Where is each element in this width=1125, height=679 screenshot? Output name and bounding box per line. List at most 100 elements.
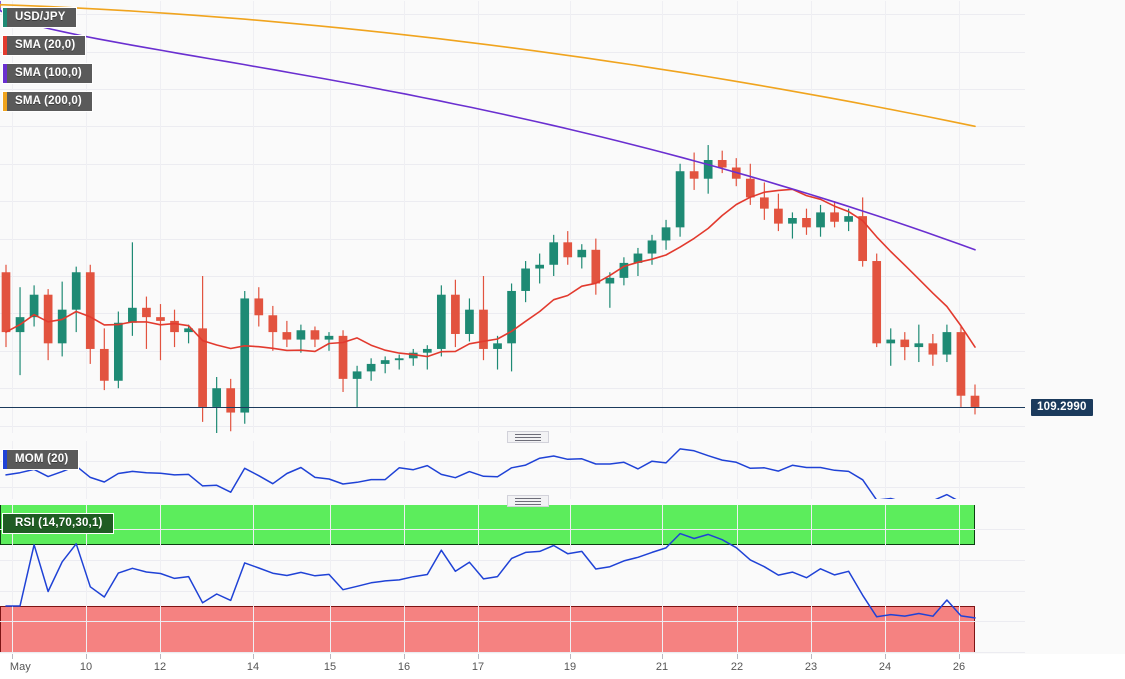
date-axis-tick bbox=[330, 654, 331, 659]
gridline-vertical bbox=[86, 441, 87, 499]
date-axis: May 10 12 14 15 16 17 19 21 22 23 24 26 bbox=[0, 654, 1125, 679]
date-axis-label: 16 bbox=[397, 661, 411, 673]
gridline-vertical bbox=[478, 1, 479, 433]
gridline-vertical bbox=[959, 441, 960, 499]
date-axis-tick bbox=[253, 654, 254, 659]
mom-rsi-resize-handle[interactable] bbox=[507, 495, 549, 507]
gridline-vertical bbox=[12, 1, 13, 433]
gridline bbox=[0, 126, 1025, 128]
gridline-vertical bbox=[253, 441, 254, 499]
gridline bbox=[0, 88, 1025, 90]
gridline bbox=[0, 238, 1025, 240]
gridline-vertical bbox=[160, 505, 161, 653]
date-axis-label: 12 bbox=[153, 661, 167, 673]
rsi-plot-area[interactable] bbox=[0, 505, 1025, 653]
gridline-vertical bbox=[811, 1, 812, 433]
gridline-vertical bbox=[86, 505, 87, 653]
current-price-line bbox=[0, 407, 1025, 409]
candlestick-series bbox=[0, 1, 980, 433]
legend-label-mom: MOM (20) bbox=[7, 450, 79, 469]
date-axis-tick bbox=[959, 654, 960, 659]
date-axis-tick bbox=[12, 654, 13, 659]
gridline-vertical bbox=[885, 441, 886, 499]
gridline-vertical bbox=[160, 1, 161, 433]
gridline bbox=[0, 590, 1025, 592]
date-axis-tick bbox=[885, 654, 886, 659]
legend-usdjpy[interactable]: USD/JPY bbox=[2, 7, 77, 28]
gridline-vertical bbox=[86, 1, 87, 433]
date-axis-label: May bbox=[9, 661, 31, 673]
legend-label-sma100: SMA (100,0) bbox=[7, 64, 92, 83]
price-plot-area[interactable] bbox=[0, 1, 1025, 433]
date-axis-label: 22 bbox=[730, 661, 744, 673]
gridline bbox=[0, 388, 1025, 390]
gridline-vertical bbox=[662, 441, 663, 499]
date-axis-tick bbox=[404, 654, 405, 659]
legend-color-swatch-mom bbox=[3, 450, 7, 469]
gridline-vertical bbox=[885, 1, 886, 433]
legend-color-swatch-sma20 bbox=[3, 36, 7, 55]
date-axis-tick bbox=[811, 654, 812, 659]
gridline bbox=[0, 163, 1025, 165]
gridline bbox=[0, 425, 1025, 427]
gridline-vertical bbox=[811, 441, 812, 499]
legend-mom[interactable]: MOM (20) bbox=[2, 449, 80, 470]
date-axis-label: 26 bbox=[952, 661, 966, 673]
rsi-oversold-zone bbox=[0, 606, 975, 653]
gridline-vertical bbox=[885, 505, 886, 653]
date-axis-label: 19 bbox=[563, 661, 577, 673]
gridline-vertical bbox=[811, 505, 812, 653]
gridline-vertical bbox=[12, 441, 13, 499]
date-axis-label: 15 bbox=[323, 661, 337, 673]
legend-color-swatch-usdjpy bbox=[3, 8, 7, 27]
legend-label-sma20: SMA (20,0) bbox=[7, 36, 86, 55]
date-axis-tick bbox=[478, 654, 479, 659]
date-axis-label: 24 bbox=[878, 661, 892, 673]
gridline-vertical bbox=[478, 505, 479, 653]
gridline-vertical bbox=[12, 505, 13, 653]
date-axis-label: 21 bbox=[655, 661, 669, 673]
date-axis-label: 23 bbox=[804, 661, 818, 673]
gridline-vertical bbox=[737, 441, 738, 499]
legend-color-swatch-sma200 bbox=[3, 92, 7, 111]
gridline-vertical bbox=[737, 1, 738, 433]
gridline-vertical bbox=[253, 1, 254, 433]
gridline-vertical bbox=[959, 505, 960, 653]
date-axis-tick bbox=[160, 654, 161, 659]
gridline bbox=[0, 621, 1025, 623]
gridline-vertical bbox=[253, 505, 254, 653]
date-axis-label: 17 bbox=[471, 661, 485, 673]
rsi-line-series bbox=[5, 532, 976, 619]
rsi-overbought-zone bbox=[0, 505, 975, 545]
legend-color-swatch-rsi bbox=[3, 514, 7, 533]
legend-sma200[interactable]: SMA (200,0) bbox=[2, 91, 93, 112]
gridline-vertical bbox=[570, 1, 571, 433]
gridline-vertical bbox=[478, 441, 479, 499]
date-axis-tick bbox=[737, 654, 738, 659]
gridline-vertical bbox=[737, 505, 738, 653]
gridline bbox=[0, 460, 1025, 462]
legend-label-usdjpy: USD/JPY bbox=[7, 8, 76, 27]
date-axis-tick bbox=[570, 654, 571, 659]
date-axis-tick bbox=[662, 654, 663, 659]
price-mom-resize-handle[interactable] bbox=[507, 431, 549, 443]
gridline-vertical bbox=[570, 441, 571, 499]
legend-sma100[interactable]: SMA (100,0) bbox=[2, 63, 93, 84]
gridline bbox=[0, 486, 1025, 488]
gridline-vertical bbox=[404, 441, 405, 499]
gridline-vertical bbox=[959, 1, 960, 433]
gridline-vertical bbox=[570, 505, 571, 653]
legend-rsi[interactable]: RSI (14,70,30,1) bbox=[2, 513, 114, 534]
gridline-vertical bbox=[160, 441, 161, 499]
mom-plot-area[interactable] bbox=[0, 441, 1025, 499]
legend-sma20[interactable]: SMA (20,0) bbox=[2, 35, 87, 56]
gridline bbox=[0, 51, 1025, 53]
legend-color-swatch-sma100 bbox=[3, 64, 7, 83]
date-axis-label: 14 bbox=[246, 661, 260, 673]
gridline bbox=[0, 14, 1025, 16]
gridline bbox=[0, 275, 1025, 277]
mom-line-series bbox=[5, 448, 957, 499]
legend-label-sma200: SMA (200,0) bbox=[7, 92, 92, 111]
gridline-vertical bbox=[330, 505, 331, 653]
